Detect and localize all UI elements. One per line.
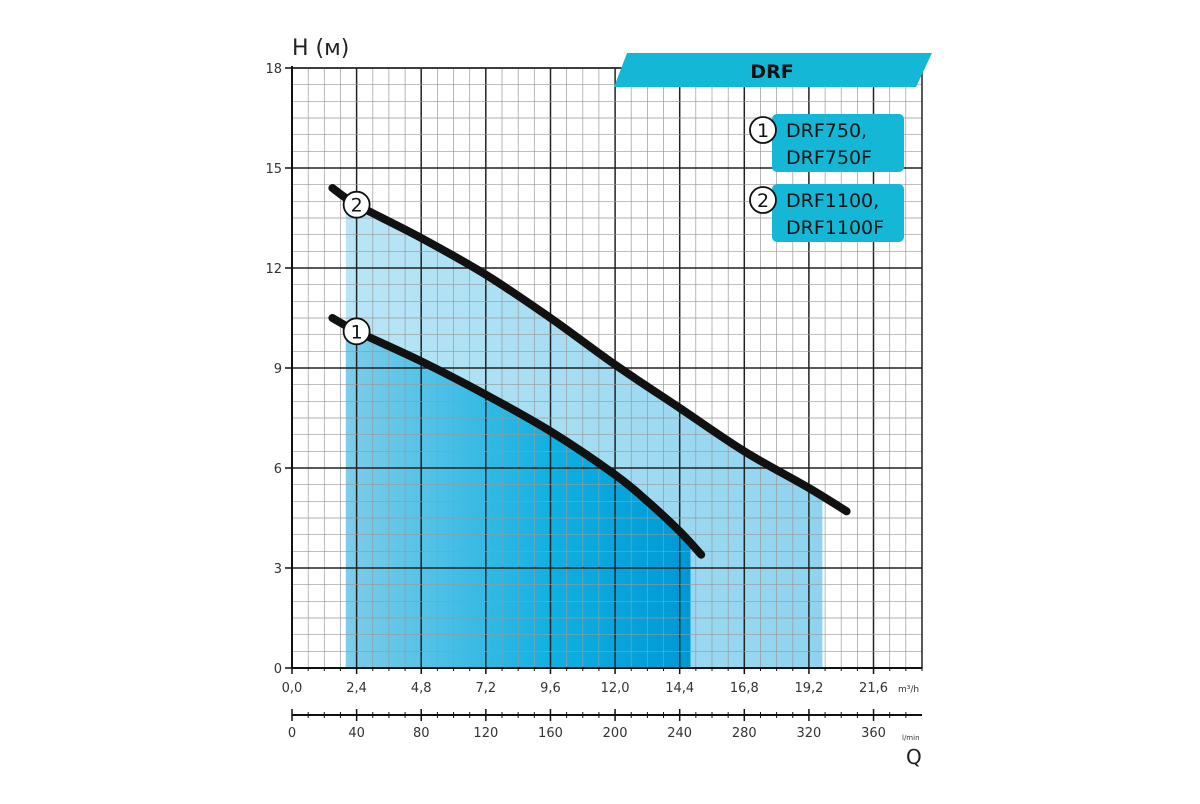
- x-tick-label: 2,4: [346, 681, 367, 696]
- chart-title: DRF: [750, 61, 793, 83]
- performance-curves: 12: [328, 184, 851, 559]
- secondary-tick-label: 240: [667, 726, 692, 741]
- x-tick-label: 16,8: [730, 681, 759, 696]
- y-tick-label: 18: [265, 62, 282, 77]
- y-tick-label: 12: [265, 262, 282, 277]
- secondary-tick-label: 200: [603, 726, 628, 741]
- y-axis-title: H (м): [292, 36, 349, 61]
- secondary-tick-label: 360: [861, 726, 886, 741]
- primary-axis-unit: m³/h: [898, 685, 919, 695]
- legend-label-line: DRF750,: [786, 120, 867, 142]
- curve-series-1: [328, 314, 706, 559]
- legend-number-circle: [749, 186, 777, 214]
- legend-item-1: 1 DRF750, DRF750F: [749, 114, 904, 172]
- legend-box: [772, 114, 904, 172]
- secondary-tick-label: 40: [348, 726, 365, 741]
- curve-label-2: 2: [342, 190, 371, 219]
- x-tick-label: 14,4: [665, 681, 694, 696]
- x-tick-label: 9,6: [540, 681, 561, 696]
- secondary-axis-unit: l/min: [902, 734, 920, 742]
- y-tick-label: 0: [274, 662, 282, 677]
- x-tick-label: 19,2: [794, 681, 823, 696]
- x-tick-label: 0,0: [282, 681, 303, 696]
- legend-number: 1: [757, 120, 769, 142]
- title-banner-shape: [614, 53, 932, 87]
- secondary-tick-label: 320: [797, 726, 822, 741]
- y-tick-label: 9: [274, 362, 282, 377]
- legend-item-2: 2 DRF1100, DRF1100F: [749, 184, 904, 242]
- secondary-tick-label: 160: [538, 726, 563, 741]
- secondary-axis-title: Q: [906, 745, 922, 769]
- curve-label-number: 2: [351, 195, 363, 217]
- legend-label-line: DRF1100,: [786, 190, 879, 212]
- y-tick-label: 15: [265, 162, 282, 177]
- legend: 1 DRF750, DRF750F 2 DRF1100, DRF1100F: [749, 114, 904, 242]
- y-tick-label: 6: [274, 462, 282, 477]
- x-tick-label: 4,8: [411, 681, 432, 696]
- curve-series-2: [328, 184, 851, 516]
- legend-box: [772, 184, 904, 242]
- curve-label-circle: [342, 317, 371, 346]
- y-tick-label: 3: [274, 562, 282, 577]
- secondary-tick-label: 80: [413, 726, 430, 741]
- secondary-tick-label: 0: [288, 726, 296, 741]
- x-tick-label: 7,2: [476, 681, 497, 696]
- secondary-tick-label: 120: [473, 726, 498, 741]
- legend-number: 2: [757, 190, 769, 212]
- legend-label-line: DRF750F: [786, 147, 872, 169]
- x-tick-label: 12,0: [601, 681, 630, 696]
- curve-label-circle: [342, 190, 371, 219]
- title-banner: DRF: [614, 53, 932, 87]
- curve-label-number: 1: [351, 321, 363, 343]
- secondary-tick-label: 280: [732, 726, 757, 741]
- curve-label-1: 1: [342, 317, 371, 346]
- legend-label-line: DRF1100F: [786, 217, 884, 239]
- legend-number-circle: [749, 116, 777, 144]
- x-tick-label: 21,6: [859, 681, 888, 696]
